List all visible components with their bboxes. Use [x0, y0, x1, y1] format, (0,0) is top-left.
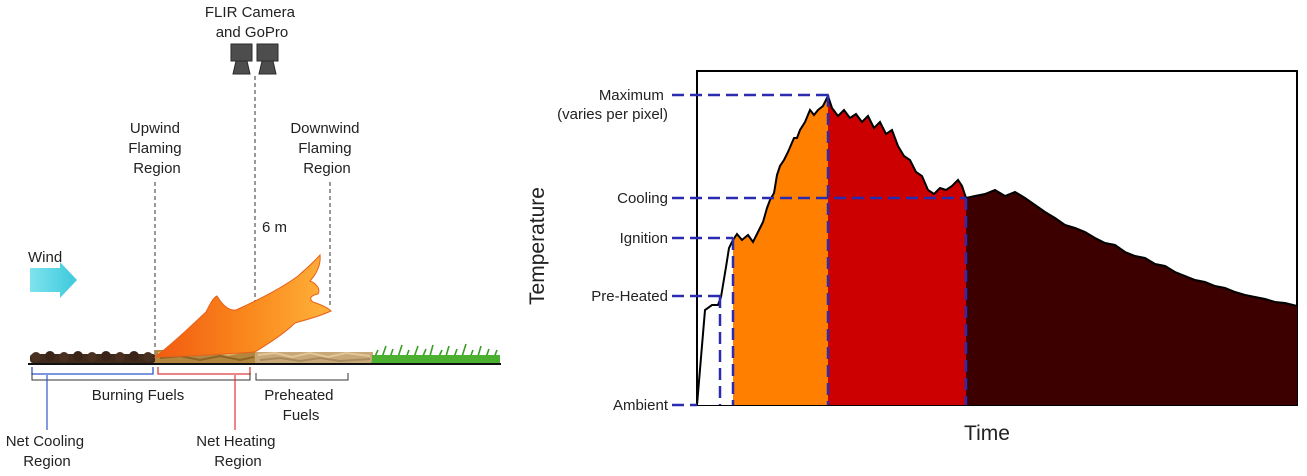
preheated-fuels-bracket [255, 373, 349, 381]
preheated-fuel [255, 352, 373, 363]
burning-fuels-label: Burning Fuels [92, 387, 185, 404]
burnt-fuel [30, 351, 156, 363]
preheated-fuels-label: Preheated Fuels [264, 387, 337, 424]
cooling-label: Cooling [617, 190, 668, 207]
pre-heated-label: Pre-Heated [591, 288, 668, 305]
right-arrow-icon [30, 262, 77, 298]
burning-fuels-bracket [31, 373, 251, 381]
net-heating-region-label: Net Heating Region [196, 433, 279, 470]
net-cooling-region-label: Net Cooling Region [6, 433, 89, 470]
ignition-label: Ignition [620, 230, 668, 247]
net-cooling-bracket [31, 367, 154, 375]
wind-label: Wind [28, 249, 62, 266]
upwind-flaming-region-label: Upwind Flaming Region [128, 120, 186, 177]
net-heating-bracket [157, 367, 251, 375]
height-label: 6 m [262, 219, 287, 236]
camera-icon [230, 43, 279, 75]
y-axis-title: Temperature [526, 187, 549, 305]
temperature-chart: Maximum (varies per pixel) Cooling Ignit… [526, 70, 1298, 445]
cooling-region [966, 190, 1297, 405]
ambient-label: Ambient [613, 397, 669, 414]
camera-label: FLIR Camera and GoPro [205, 4, 299, 41]
downwind-flaming-region-label: Downwind Flaming Region [290, 120, 363, 177]
ignition-region [733, 96, 828, 405]
flaming-region [828, 96, 966, 405]
flame [153, 253, 332, 358]
maximum-label: Maximum (varies per pixel) [557, 87, 668, 123]
temperature-curve [696, 93, 1298, 406]
left-panel: FLIR Camera and GoPro 6 m Wind Upwind Fl… [6, 4, 501, 470]
x-axis-title: Time [964, 422, 1010, 445]
